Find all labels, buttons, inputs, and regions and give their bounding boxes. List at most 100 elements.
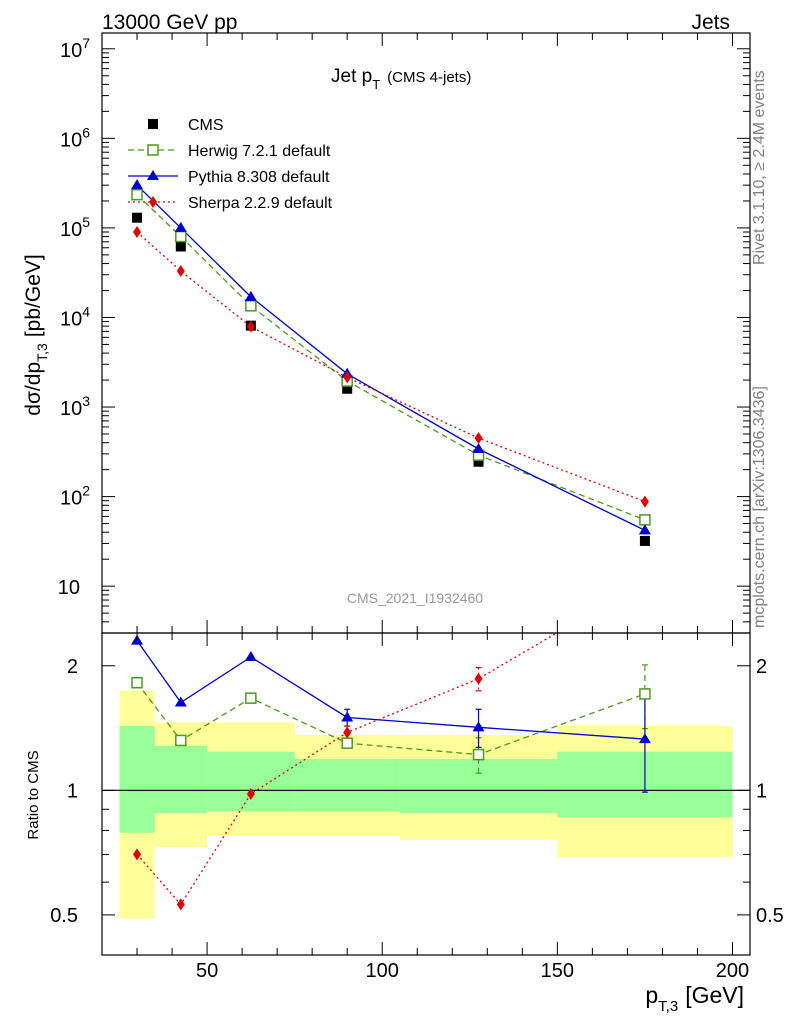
main-y-tick-label-base: 10 <box>60 398 82 420</box>
ratio-y-tick-label-right: 1 <box>756 780 767 802</box>
main-y-tick-label-base: 10 <box>58 577 80 599</box>
pythia-ratio-point <box>472 721 485 732</box>
main-y-axis-label-main: dσ/dp <box>22 362 45 416</box>
sherpa-ratio-point <box>343 726 352 739</box>
herwig-main-point <box>131 188 143 201</box>
ratio-stat-band <box>294 759 400 812</box>
sherpa-ratio-line <box>136 633 558 906</box>
cms-main-point <box>342 383 353 394</box>
sherpa-ratio-point <box>176 898 185 911</box>
herwig-ratio-point <box>472 748 485 761</box>
main-y-tick-label-exp: 3 <box>82 393 90 409</box>
legend-marker-herwig <box>147 144 159 156</box>
sherpa-ratio-point <box>474 672 483 685</box>
cms-main-point <box>473 456 484 467</box>
main-y-tick-label: 10 <box>58 577 80 599</box>
legend-label-cms: CMS <box>188 117 224 134</box>
pythia-main-line <box>136 184 646 531</box>
ratio-uncertainty-bands <box>119 690 733 919</box>
main-axis-ticks <box>102 33 750 634</box>
ratio-stat-band <box>119 726 155 833</box>
main-y-tick-label-exp: 2 <box>82 483 90 499</box>
x-axis-label-unit: [GeV] <box>685 982 744 1008</box>
main-series-lines <box>136 184 646 531</box>
sherpa-main-line <box>136 231 646 503</box>
main-y-tick-label: 107 <box>60 35 90 62</box>
analysis-id: CMS_2021_I1932460 <box>347 590 483 606</box>
pythia-main-point <box>244 290 257 301</box>
legend-label-sherpa: Sherpa 2.2.9 default <box>188 195 333 212</box>
ratio-y-tick-label-left: 1 <box>67 780 78 802</box>
pythia-ratio-line <box>136 640 645 740</box>
x-tick-label: 200 <box>716 960 749 982</box>
sherpa-main-point <box>343 371 352 384</box>
herwig-main-point <box>245 300 257 312</box>
main-y-tick-label-base: 10 <box>60 40 82 62</box>
legend-entry-herwig: Herwig 7.2.1 default <box>128 143 331 160</box>
main-y-tick-label: 106 <box>60 124 90 151</box>
x-tick-label: 50 <box>196 960 218 982</box>
main-y-tick-label-exp: 6 <box>82 124 90 140</box>
sherpa-main-point <box>176 265 185 278</box>
main-y-axis-label-unit: [pb/GeV] <box>22 254 45 337</box>
ratio-y-tick-label-right: 0.5 <box>756 905 784 927</box>
pythia-main-point <box>638 524 651 535</box>
legend: CMS Herwig 7.2.1 default Pythia 8.308 defa… <box>128 117 333 212</box>
sherpa-main-point <box>474 432 483 445</box>
herwig-main-point <box>639 514 651 526</box>
ratio-y-tick-label-left: 2 <box>67 656 78 678</box>
main-y-tick-label: 102 <box>60 483 90 510</box>
main-y-tick-label-exp: 4 <box>82 303 90 319</box>
chart-title-extra: (CMS 4-jets) <box>387 69 471 86</box>
ratio-stat-band <box>399 759 558 814</box>
pythia-main-point <box>131 179 144 190</box>
legend-entry-pythia: Pythia 8.308 default <box>128 169 330 186</box>
main-y-tick-label: 104 <box>60 303 90 330</box>
ratio-y-tick-label-left: 0.5 <box>50 905 78 927</box>
main-y-axis-label-sub: T,3 <box>34 343 50 362</box>
herwig-ratio-point <box>175 734 187 747</box>
chart-title: Jet pT (CMS 4-jets) <box>331 66 471 92</box>
sherpa-main-point <box>640 495 649 508</box>
legend-entry-cms: CMS <box>148 117 224 134</box>
ratio-y-axis-label: Ratio to CMS <box>25 750 42 839</box>
ratio-plot-frame <box>101 632 751 956</box>
pythia-ratio-point <box>244 650 257 661</box>
cms-main-point <box>132 212 143 223</box>
main-y-tick-label-exp: 7 <box>82 35 90 51</box>
legend-label-pythia: Pythia 8.308 default <box>188 169 330 186</box>
chart-title-main: Jet p <box>331 66 372 87</box>
pythia-ratio-point <box>174 696 187 707</box>
ratio-y-tick-labels: 0.5 0.5 1 1 2 2 <box>50 656 784 927</box>
sherpa-main-point <box>133 226 142 239</box>
main-y-tick-label-exp: 5 <box>82 214 90 230</box>
main-y-tick-label-base: 10 <box>60 308 82 330</box>
sherpa-ratio-point <box>133 848 142 861</box>
sherpa-ratio-point <box>246 787 255 800</box>
herwig-main-line <box>136 194 646 521</box>
mcplots-label: mcplots.cern.ch [arXiv:1306.3436] <box>751 386 768 628</box>
pythia-main-point <box>174 221 187 232</box>
herwig-ratio-point <box>341 737 353 749</box>
ratio-series-lines <box>136 633 646 906</box>
ratio-y-tick-label-right: 2 <box>756 656 767 678</box>
main-y-tick-label: 105 <box>60 214 90 241</box>
cms-main-point <box>639 535 650 546</box>
ratio-stat-band <box>207 751 295 812</box>
x-tick-label: 150 <box>541 960 574 982</box>
herwig-main-point <box>175 230 187 243</box>
pythia-ratio-point <box>638 733 651 744</box>
herwig-ratio-line <box>136 682 646 756</box>
legend-marker-cms <box>148 119 158 129</box>
main-y-tick-label: 103 <box>60 393 90 420</box>
x-axis-label-sub: T,3 <box>658 998 678 1015</box>
herwig-ratio-point <box>131 676 143 689</box>
main-y-tick-label-base: 10 <box>60 219 82 241</box>
pythia-ratio-point <box>341 711 354 722</box>
ratio-axis-ticks <box>102 633 750 956</box>
main-y-tick-label-base: 10 <box>60 129 82 151</box>
legend-marker-sherpa <box>149 196 157 208</box>
main-y-axis-label: dσ/dpT,3 [pb/GeV] <box>22 254 50 415</box>
